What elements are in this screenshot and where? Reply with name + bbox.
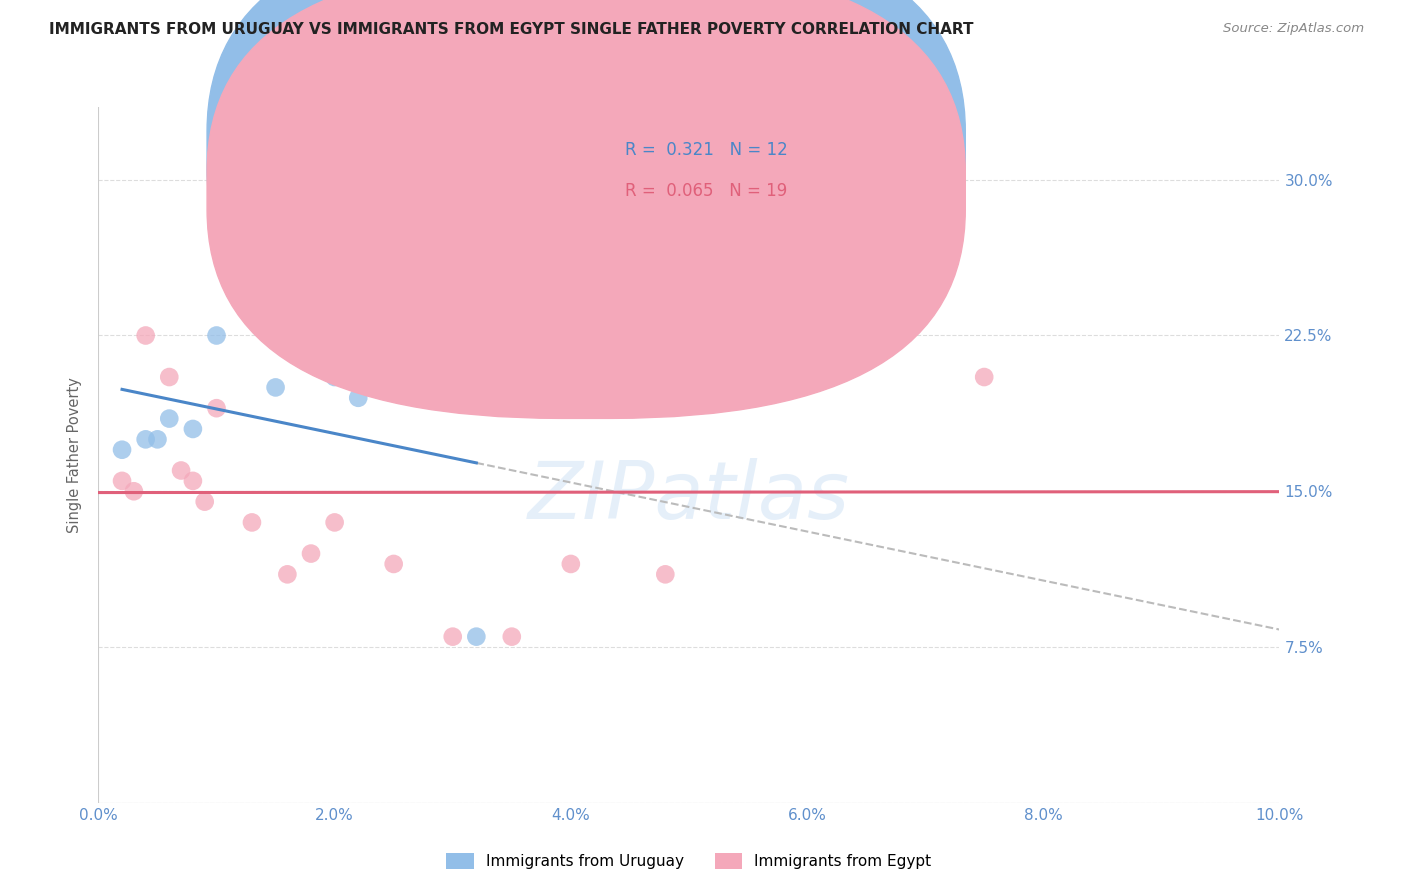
Point bbox=[157, 370, 180, 384]
Y-axis label: Single Father Poverty: Single Father Poverty bbox=[67, 377, 83, 533]
FancyBboxPatch shape bbox=[207, 0, 966, 378]
Text: R =  0.065   N = 19: R = 0.065 N = 19 bbox=[626, 182, 787, 200]
Point bbox=[323, 370, 346, 384]
Point bbox=[299, 547, 322, 561]
Text: ZIPatlas: ZIPatlas bbox=[527, 458, 851, 536]
Point bbox=[181, 474, 204, 488]
Point bbox=[560, 557, 582, 571]
Point bbox=[240, 308, 263, 322]
Text: R =  0.321   N = 12: R = 0.321 N = 12 bbox=[626, 141, 787, 159]
Point bbox=[194, 494, 217, 508]
Point bbox=[135, 433, 157, 447]
Point bbox=[157, 411, 180, 425]
Text: IMMIGRANTS FROM URUGUAY VS IMMIGRANTS FROM EGYPT SINGLE FATHER POVERTY CORRELATI: IMMIGRANTS FROM URUGUAY VS IMMIGRANTS FR… bbox=[49, 22, 974, 37]
Point bbox=[678, 277, 700, 291]
Point bbox=[205, 328, 228, 343]
Point bbox=[465, 630, 488, 644]
FancyBboxPatch shape bbox=[207, 0, 966, 418]
Point bbox=[347, 391, 370, 405]
Point bbox=[135, 328, 157, 343]
FancyBboxPatch shape bbox=[536, 114, 914, 229]
Point bbox=[122, 484, 145, 499]
Point bbox=[181, 422, 204, 436]
Point bbox=[205, 401, 228, 416]
Point bbox=[973, 370, 995, 384]
Legend: Immigrants from Uruguay, Immigrants from Egypt: Immigrants from Uruguay, Immigrants from… bbox=[440, 847, 938, 875]
Point bbox=[276, 567, 298, 582]
Point bbox=[501, 630, 523, 644]
Point bbox=[382, 557, 405, 571]
Point bbox=[441, 391, 464, 405]
Point bbox=[170, 463, 193, 477]
Text: Source: ZipAtlas.com: Source: ZipAtlas.com bbox=[1223, 22, 1364, 36]
Point bbox=[146, 433, 169, 447]
Point bbox=[654, 567, 676, 582]
Point bbox=[323, 516, 346, 530]
Point bbox=[441, 630, 464, 644]
Point bbox=[240, 516, 263, 530]
Point bbox=[111, 442, 134, 457]
Point bbox=[264, 380, 287, 394]
Point bbox=[111, 474, 134, 488]
